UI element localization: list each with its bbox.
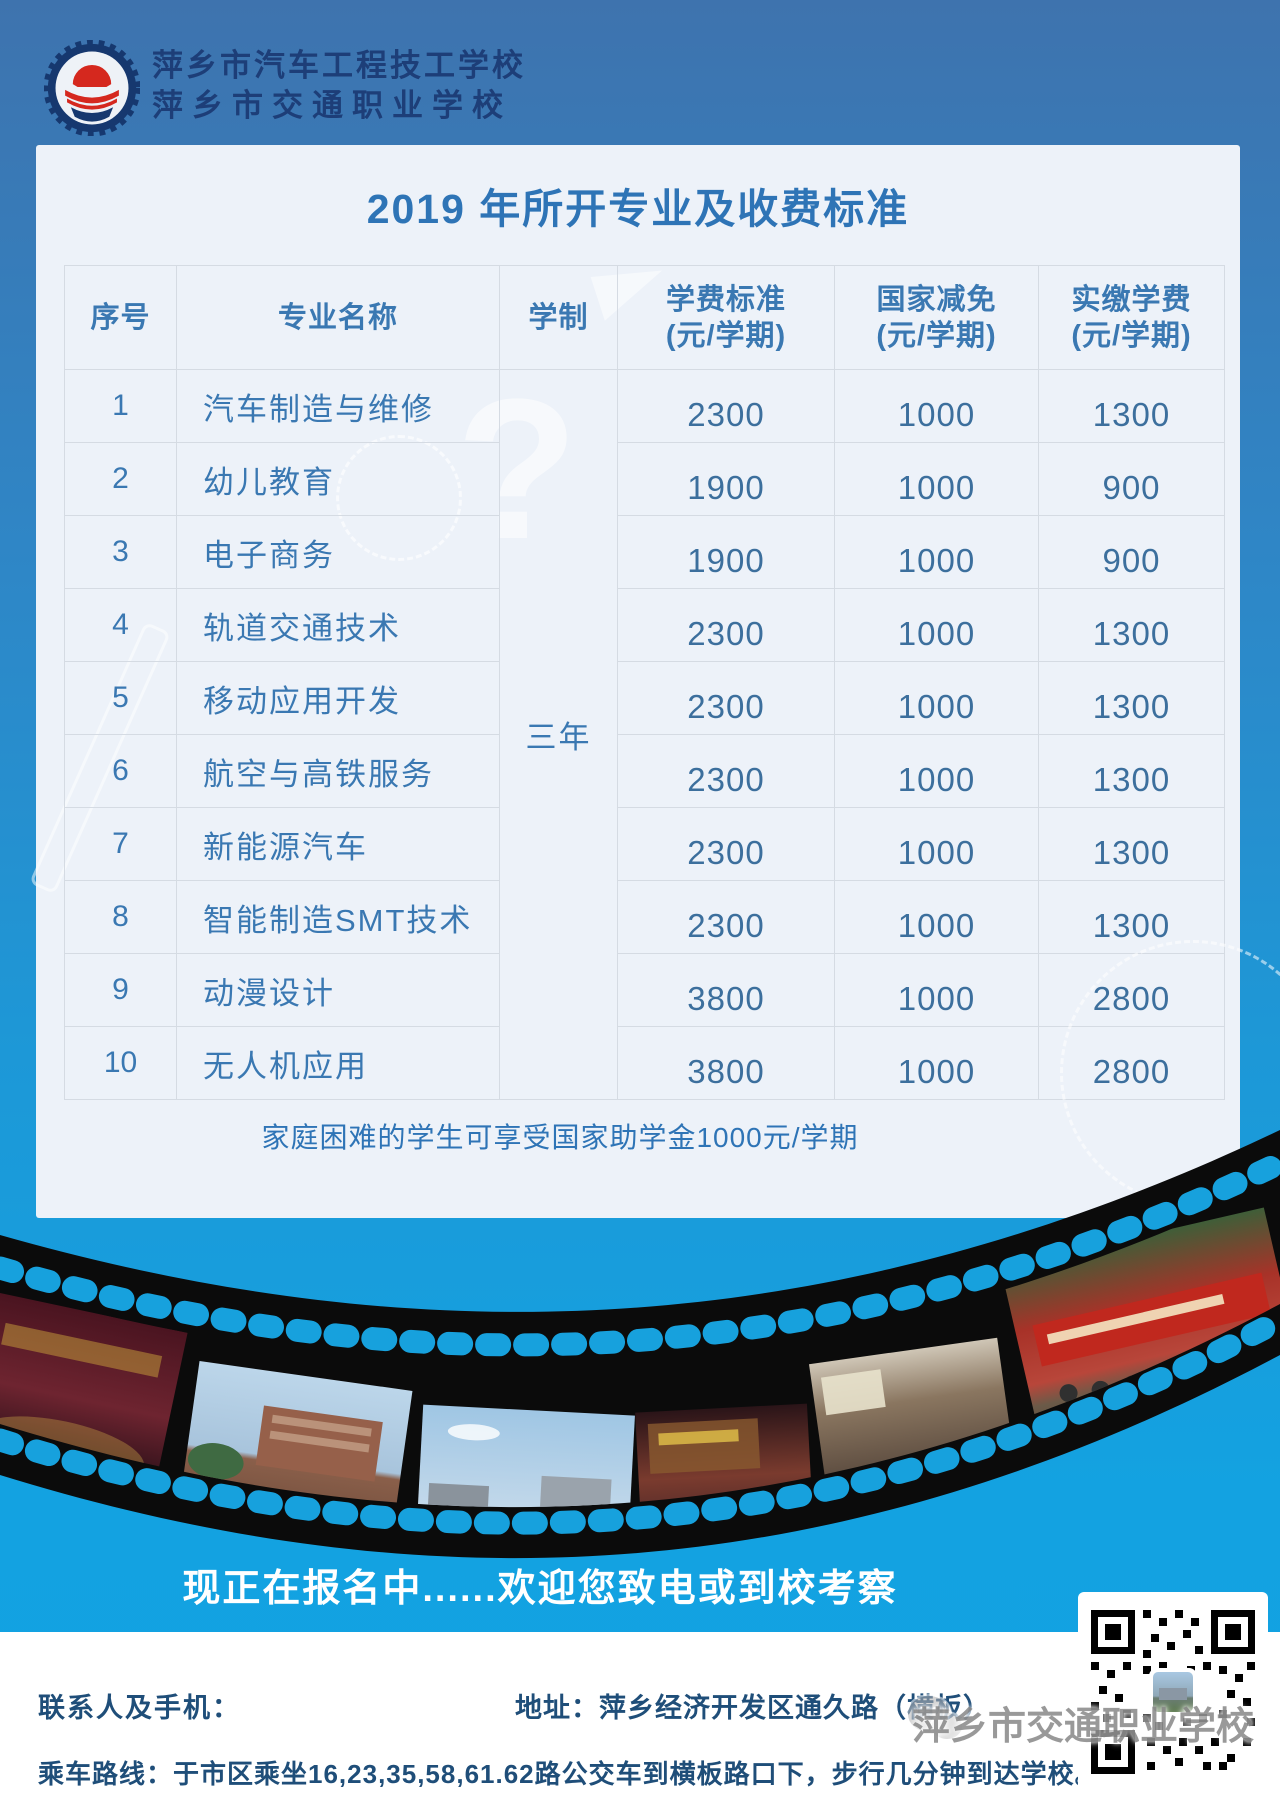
wechat-ghost-icon: [906, 1694, 964, 1741]
row-reduction: 1000: [834, 735, 1038, 808]
filmstrip-sprockets-top: [0, 1151, 1280, 1357]
row-no: 6: [65, 735, 176, 808]
row-reduction: 1000: [834, 808, 1038, 881]
row-actual: 1300: [1038, 735, 1224, 808]
row-actual: 1300: [1038, 370, 1224, 443]
row-tuition: 2300: [617, 735, 834, 808]
row-major: 移动应用开发: [176, 662, 499, 735]
filmstrip-sprockets-bottom: [0, 1308, 1280, 1535]
col-header-reduction: 国家减免 (元/学期): [834, 266, 1038, 370]
row-tuition: 2300: [617, 662, 834, 735]
row-reduction: 1000: [834, 662, 1038, 735]
row-tuition: 3800: [617, 1027, 834, 1100]
row-tuition: 2300: [617, 881, 834, 954]
col-header-tuition: 学费标准 (元/学期): [617, 266, 834, 370]
school-logo-icon: [44, 40, 140, 136]
enrollment-banner: 现正在报名中......欢迎您致电或到校考察: [182, 1567, 898, 1610]
row-no: 2: [65, 443, 176, 516]
footer: 联系人及手机： 地址：萍乡经济开发区通久路（横板） 乘车路线：于市区乘坐16,2…: [0, 1632, 1280, 1817]
page-title: 2019 年所开专业及收费标准: [366, 186, 910, 232]
row-no: 7: [65, 808, 176, 881]
col-header-actual: 实缴学费 (元/学期): [1038, 266, 1224, 370]
row-no: 4: [65, 589, 176, 662]
row-no: 3: [65, 516, 176, 589]
row-reduction: 1000: [834, 1027, 1038, 1100]
filmstrip: [0, 1130, 1280, 1559]
col-header-major: 专业名称: [176, 266, 499, 370]
header: 萍乡市汽车工程技工学校 萍乡市交通职业学校: [0, 0, 1280, 148]
aid-note: 家庭困难的学生可享受国家助学金1000元/学期: [261, 1122, 859, 1153]
row-actual: 1300: [1038, 881, 1224, 954]
row-tuition: 3800: [617, 954, 834, 1027]
duration-merged-cell: 三年: [499, 370, 617, 1100]
watermark-text: 萍乡市交通职业学校: [912, 1706, 1255, 1748]
row-no: 10: [65, 1027, 176, 1100]
row-actual: 1300: [1038, 589, 1224, 662]
col-header-duration: 学制: [499, 266, 617, 370]
row-no: 5: [65, 662, 176, 735]
row-reduction: 1000: [834, 516, 1038, 589]
row-actual: 1300: [1038, 808, 1224, 881]
row-tuition: 2300: [617, 589, 834, 662]
row-no: 8: [65, 881, 176, 954]
bus-route-text: 乘车路线：于市区乘坐16,23,35,58,61.62路公交车到横板路口下，步行…: [38, 1759, 1102, 1789]
fee-table: 序号 专业名称 学制 学费标准 (元/学期) 国家减免 (元/学期) 实缴学费 …: [64, 265, 1225, 1100]
row-major: 新能源汽车: [176, 808, 499, 881]
row-actual: 900: [1038, 443, 1224, 516]
wechat-qr-code: [1087, 1606, 1259, 1778]
contact-label: 联系人及手机：: [38, 1693, 241, 1723]
row-reduction: 1000: [834, 589, 1038, 662]
row-major: 幼儿教育: [176, 443, 499, 516]
row-reduction: 1000: [834, 370, 1038, 443]
row-actual: 900: [1038, 516, 1224, 589]
row-tuition: 2300: [617, 808, 834, 881]
row-no: 1: [65, 370, 176, 443]
row-reduction: 1000: [834, 881, 1038, 954]
row-reduction: 1000: [834, 954, 1038, 1027]
row-major: 轨道交通技术: [176, 589, 499, 662]
row-major: 智能制造SMT技术: [176, 881, 499, 954]
row-actual: 1300: [1038, 662, 1224, 735]
fee-card: ? 2019 年所开专业及收费标准 序号 专业名称 学制 学费标准 (元/学期)…: [29, 145, 1240, 1218]
row-no: 9: [65, 954, 176, 1027]
school-name-1: 萍乡市汽车工程技工学校: [152, 48, 526, 83]
col-header-no: 序号: [65, 266, 176, 370]
row-major: 动漫设计: [176, 954, 499, 1027]
row-major: 电子商务: [176, 516, 499, 589]
row-tuition: 1900: [617, 516, 834, 589]
school-name-2: 萍乡市交通职业学校: [152, 88, 512, 123]
row-tuition: 2300: [617, 370, 834, 443]
qr-panel: [1078, 1592, 1268, 1792]
row-major: 无人机应用: [176, 1027, 499, 1100]
row-major: 汽车制造与维修: [176, 370, 499, 443]
row-tuition: 1900: [617, 443, 834, 516]
row-major: 航空与高铁服务: [176, 735, 499, 808]
photo-campus-building-field: [171, 1361, 413, 1508]
row-reduction: 1000: [834, 443, 1038, 516]
